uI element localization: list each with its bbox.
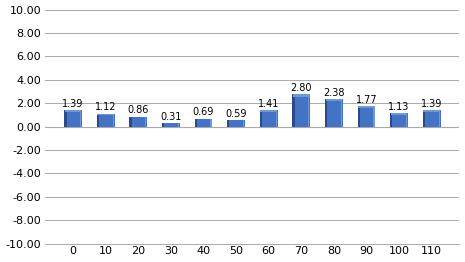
Text: 1.39: 1.39 [421,99,442,109]
Bar [438,110,440,127]
Bar [194,118,213,127]
Text: 1.41: 1.41 [258,99,279,109]
Bar [64,110,82,127]
Bar [80,110,81,127]
Bar [423,110,425,127]
Text: 0.69: 0.69 [193,107,214,117]
Bar [358,106,360,127]
Bar [373,106,375,127]
Bar [162,123,180,127]
Text: 0.31: 0.31 [160,112,182,122]
Bar [341,99,342,127]
Text: 1.13: 1.13 [388,102,410,112]
Bar [194,118,197,127]
Text: 0.59: 0.59 [226,108,247,118]
Bar [129,117,132,127]
Bar [325,99,327,127]
Bar [358,106,375,108]
Bar [260,110,277,112]
Bar [293,94,310,97]
Bar [211,118,212,127]
Text: 1.77: 1.77 [356,95,377,105]
Bar [276,110,277,127]
Bar [292,94,310,127]
Bar [64,110,66,127]
Bar [390,113,392,127]
Bar [358,106,375,127]
Bar [227,120,245,127]
Text: 2.80: 2.80 [291,83,312,93]
Bar [243,120,244,127]
Bar [308,94,309,127]
Bar [195,118,212,119]
Bar [113,113,114,127]
Bar [390,113,408,127]
Bar [260,110,278,127]
Bar [325,99,343,127]
Bar [406,113,407,127]
Bar [424,110,440,112]
Bar [178,123,179,127]
Bar [97,113,99,127]
Bar [292,94,295,127]
Bar [97,113,115,127]
Bar [326,99,342,101]
Text: 1.39: 1.39 [62,99,84,109]
Bar [423,110,441,127]
Bar [227,120,229,127]
Bar [98,113,114,115]
Text: 1.12: 1.12 [95,102,116,112]
Text: 2.38: 2.38 [323,88,345,97]
Bar [260,110,262,127]
Bar [129,117,147,127]
Bar [162,123,164,127]
Text: 0.86: 0.86 [127,105,149,115]
Bar [65,110,81,112]
Bar [145,117,146,127]
Bar [391,113,407,114]
